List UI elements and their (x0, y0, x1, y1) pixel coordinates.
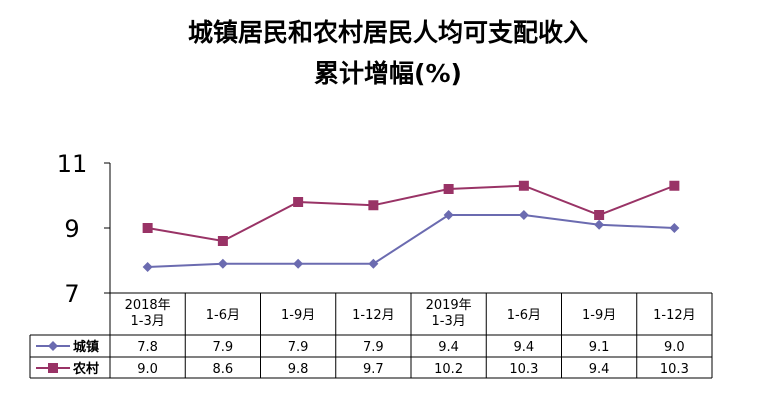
data-point-0-0 (142, 262, 153, 272)
data-label-1-1: 8.6 (213, 362, 234, 377)
data-point-1-3 (368, 200, 379, 211)
data-label-0-1: 7.9 (213, 340, 234, 355)
x-tick-label-1: 1-6月 (206, 308, 240, 323)
series-line-0 (147, 214, 675, 268)
data-point-0-3 (368, 258, 379, 269)
data-point-0-7 (669, 223, 680, 233)
data-label-1-5: 10.3 (509, 362, 538, 377)
data-point-1-0 (142, 223, 153, 233)
x-tick-label-0-1: 1-3月 (131, 314, 165, 329)
data-label-0-2: 7.9 (288, 340, 309, 355)
data-label-1-3: 9.7 (363, 362, 384, 377)
chart-title-line2: 累计增幅(%) (314, 59, 462, 88)
x-tick-label-3: 1-12月 (352, 308, 395, 323)
data-label-0-4: 9.4 (438, 340, 459, 355)
legend-marker-1 (48, 363, 58, 373)
data-point-1-7 (669, 180, 680, 191)
data-label-1-6: 9.4 (589, 362, 610, 377)
data-point-0-4 (443, 210, 454, 220)
x-tick-label-6: 1-9月 (582, 308, 616, 323)
data-point-0-2 (293, 258, 304, 269)
data-label-1-0: 9.0 (137, 362, 158, 377)
x-tick-label-2: 1-9月 (281, 308, 315, 323)
data-label-1-4: 10.2 (434, 362, 463, 377)
chart-title-line1: 城镇居民和农村居民人均可支配收入 (188, 18, 588, 47)
data-label-1-2: 9.8 (288, 362, 309, 377)
legend-marker-0 (48, 341, 58, 351)
data-point-1-1 (217, 236, 228, 246)
data-label-0-6: 9.1 (589, 340, 610, 355)
series-line-1 (147, 184, 675, 243)
data-label-1-7: 10.3 (660, 362, 689, 377)
data-label-0-0: 7.8 (137, 340, 158, 355)
data-label-0-3: 7.9 (363, 340, 384, 355)
y-tick-label-1: 9 (64, 215, 79, 243)
x-tick-label-7: 1-12月 (653, 308, 696, 323)
data-point-1-2 (293, 197, 304, 207)
data-point-1-5 (518, 180, 529, 191)
y-tick-label-0: 7 (64, 280, 79, 308)
data-point-0-1 (217, 258, 228, 269)
legend-label-1: 农村 (72, 361, 99, 377)
data-point-0-5 (518, 210, 529, 220)
x-tick-label-5: 1-6月 (507, 308, 541, 323)
x-tick-label-4-0: 2019年 (426, 298, 472, 313)
x-tick-label-0-0: 2018年 (125, 298, 171, 313)
legend-label-0: 城镇 (73, 339, 99, 355)
x-tick-label-4-1: 1-3月 (432, 314, 466, 329)
data-point-1-6 (594, 210, 605, 220)
data-label-0-7: 9.0 (664, 340, 685, 355)
y-tick-label-2: 11 (57, 150, 88, 178)
data-point-1-4 (443, 184, 454, 194)
data-label-0-5: 9.4 (514, 340, 535, 355)
data-point-0-6 (594, 219, 605, 230)
